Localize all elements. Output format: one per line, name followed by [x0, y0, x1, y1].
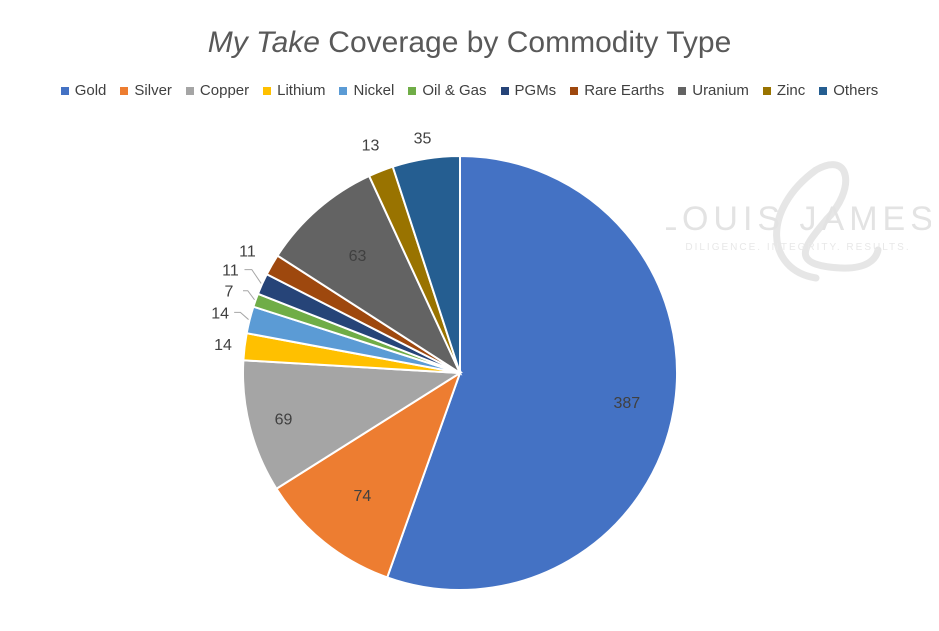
legend-label: Uranium	[692, 82, 749, 99]
legend-label: Others	[833, 82, 879, 99]
chart-title: My Take Coverage by Commodity Type	[0, 26, 939, 60]
legend-item-rare-earths: Rare Earths	[570, 82, 664, 99]
legend-item-lithium: Lithium	[263, 82, 325, 99]
louis-james-watermark-logo: LOUIS JAMES DILIGENCE. INTEGRITY. RESULT…	[666, 161, 931, 282]
pie-slice-others	[391, 154, 461, 374]
legend-swatch	[762, 86, 771, 95]
legend-swatch	[60, 86, 69, 95]
legend-item-copper: Copper	[185, 82, 250, 99]
legend-item-uranium: Uranium	[678, 82, 749, 99]
pie-slice-silver	[275, 370, 462, 579]
pie-slice-gold	[385, 154, 678, 591]
svg-text:LOUIS JAMES: LOUIS JAMES	[666, 200, 931, 238]
legend-swatch	[339, 86, 348, 95]
data-label-copper: 69	[275, 411, 293, 428]
leader-line-nickel	[234, 311, 249, 320]
chart-title-rest: Coverage by Commodity Type	[319, 26, 732, 59]
legend-label: Gold	[74, 82, 107, 99]
chart-legend: Gold Silver Copper Lithium Nickel Oil & Gas PG…	[0, 82, 939, 99]
legend-swatch	[185, 86, 194, 95]
data-label-pgms: 11	[222, 263, 239, 280]
legend-item-nickel: Nickel	[339, 82, 394, 99]
legend-item-oil-and-gas: Oil & Gas	[408, 82, 487, 99]
legend-item-silver: Silver	[120, 82, 172, 99]
data-label-gold: 387	[613, 395, 640, 412]
legend-label: Oil & Gas	[422, 82, 487, 99]
legend-item-pgms: PGMs	[500, 82, 557, 99]
data-label-nickel: 14	[211, 305, 229, 322]
legend-swatch	[408, 86, 417, 95]
legend-swatch	[570, 86, 579, 95]
chart-title-italic: My Take	[207, 26, 320, 59]
legend-swatch	[678, 86, 687, 95]
legend-item-gold: Gold	[60, 82, 107, 99]
legend-label: Lithium	[277, 82, 326, 99]
legend-item-zinc: Zinc	[762, 82, 806, 99]
legend-label: Nickel	[353, 82, 395, 99]
legend-swatch	[500, 86, 509, 95]
pie-slices	[242, 154, 678, 591]
legend-label: Silver	[134, 82, 172, 99]
legend-label: PGMs	[514, 82, 557, 99]
data-label-oil-and-gas: 7	[225, 284, 234, 301]
data-label-silver: 74	[353, 488, 371, 505]
pie-slice-uranium	[276, 174, 463, 376]
data-label-others: 35	[414, 130, 432, 147]
data-label-uranium: 63	[349, 248, 367, 265]
legend-item-others: Others	[819, 82, 878, 99]
pie-slice-copper	[242, 359, 464, 491]
data-label-zinc: 13	[362, 138, 380, 155]
data-label-rare-earths: 11	[239, 244, 256, 261]
legend-swatch	[263, 86, 272, 95]
leader-lines	[234, 269, 262, 320]
data-label-lithium: 14	[214, 337, 232, 354]
leader-line-oil-and-gas	[242, 290, 255, 301]
legend-label: Zinc	[776, 82, 806, 99]
svg-text:DILIGENCE. INTEGRITY. RESULTS.: DILIGENCE. INTEGRITY. RESULTS.	[685, 242, 910, 253]
leader-line-pgms	[244, 269, 262, 284]
legend-swatch	[120, 86, 129, 95]
legend-label: Rare Earths	[584, 82, 665, 99]
legend-swatch	[819, 86, 828, 95]
legend-label: Copper	[199, 82, 250, 99]
